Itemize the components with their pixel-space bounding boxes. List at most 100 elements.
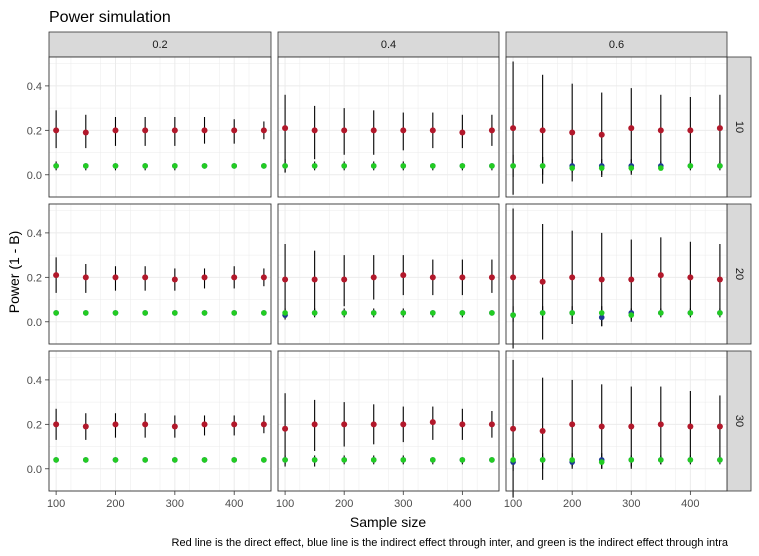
direct-effect-point: [201, 274, 208, 281]
x-tick-label: 400: [681, 498, 699, 510]
panel-border: [505, 56, 728, 198]
intra-effect-point: [598, 459, 605, 465]
x-tick-label: 300: [622, 498, 640, 510]
x-tick-label: 300: [394, 498, 412, 510]
intra-effect-point: [370, 457, 377, 463]
direct-effect-point: [459, 274, 466, 281]
y-tick-label: 0.4: [27, 81, 42, 93]
intra-effect-point: [201, 163, 208, 169]
direct-effect-point: [341, 127, 348, 134]
intra-effect-point: [539, 457, 546, 463]
direct-effect-point: [282, 425, 289, 432]
direct-effect-point: [510, 425, 517, 432]
direct-effect-point: [488, 274, 495, 281]
direct-effect-point: [171, 127, 178, 134]
intra-effect-point: [687, 163, 694, 169]
intra-effect-point: [430, 310, 436, 316]
intra-effect-point: [53, 163, 59, 169]
direct-effect-point: [429, 419, 436, 426]
y-tick-label: 0.2: [27, 419, 42, 431]
intra-effect-point: [112, 310, 119, 316]
intra-effect-point: [430, 163, 436, 169]
chart-title: Power simulation: [49, 9, 171, 26]
y-tick-label: 0.0: [27, 317, 42, 329]
intra-effect-point: [569, 165, 575, 171]
x-tick-label: 100: [276, 498, 294, 510]
direct-effect-point: [260, 421, 267, 428]
facet-panel: [505, 203, 728, 349]
direct-effect-point: [142, 421, 149, 428]
direct-effect-point: [687, 127, 694, 134]
direct-effect-point: [400, 421, 407, 428]
direct-effect-point: [628, 423, 635, 430]
intra-effect-point: [341, 457, 347, 463]
y-tick-label: 0.4: [27, 375, 42, 387]
facet-panel: [48, 56, 272, 198]
intra-effect-point: [510, 457, 516, 463]
intra-effect-point: [261, 457, 267, 463]
direct-effect-point: [82, 274, 89, 281]
direct-effect-point: [569, 129, 576, 136]
intra-effect-point: [311, 163, 318, 169]
direct-effect-point: [687, 423, 694, 430]
intra-effect-point: [430, 457, 436, 463]
intra-effect-point: [341, 163, 347, 169]
x-tick-label: 200: [335, 498, 353, 510]
direct-effect-point: [260, 127, 267, 134]
intra-effect-point: [53, 457, 59, 463]
y-tick-label: 0.0: [27, 170, 42, 182]
direct-effect-point: [628, 125, 635, 132]
direct-effect-point: [53, 421, 60, 428]
facet-panel: [505, 56, 728, 198]
intra-effect-point: [400, 163, 407, 169]
direct-effect-point: [82, 129, 89, 136]
direct-effect-point: [598, 423, 605, 430]
intra-effect-point: [341, 310, 347, 316]
direct-effect-point: [569, 274, 576, 281]
direct-effect-point: [400, 272, 407, 279]
direct-effect-point: [459, 129, 466, 136]
x-tick-label: 100: [504, 498, 522, 510]
intra-effect-point: [282, 163, 288, 169]
intra-effect-point: [658, 165, 664, 171]
y-axis-title: Power (1 - B): [6, 231, 22, 313]
facet-strip-col-label: 0.2: [152, 39, 167, 51]
intra-effect-point: [231, 310, 237, 316]
direct-effect-point: [82, 423, 89, 430]
direct-effect-point: [282, 276, 289, 283]
intra-effect-point: [400, 310, 407, 316]
facet-strip-col: [48, 31, 272, 58]
intra-effect-point: [539, 163, 546, 169]
direct-effect-point: [459, 421, 466, 428]
intra-effect-point: [628, 165, 635, 171]
direct-effect-point: [429, 127, 436, 134]
direct-effect-point: [370, 421, 377, 428]
direct-effect-point: [112, 127, 119, 134]
intra-effect-point: [658, 310, 664, 316]
intra-effect-point: [172, 163, 178, 169]
direct-effect-point: [370, 127, 377, 134]
facet-strip-row-label: 20: [733, 268, 745, 280]
direct-effect-point: [687, 274, 694, 281]
facet-strip-row: [726, 56, 752, 198]
intra-effect-point: [489, 457, 495, 463]
intra-effect-point: [282, 457, 288, 463]
x-tick-label: 200: [563, 498, 581, 510]
direct-effect-point: [598, 276, 605, 283]
panel-border: [48, 350, 272, 492]
direct-effect-point: [657, 272, 664, 279]
intra-effect-point: [459, 457, 466, 463]
direct-effect-point: [201, 421, 208, 428]
intra-effect-point: [53, 310, 59, 316]
intra-effect-point: [370, 310, 377, 316]
direct-effect-point: [510, 274, 517, 281]
intra-effect-point: [112, 457, 119, 463]
intra-effect-point: [598, 165, 605, 171]
x-tick-label: 200: [106, 498, 124, 510]
intra-effect-point: [539, 310, 546, 316]
chart-caption: Red line is the direct effect, blue line…: [172, 537, 729, 549]
panel-border: [277, 350, 500, 492]
intra-effect-point: [83, 457, 89, 463]
direct-effect-point: [231, 127, 238, 134]
